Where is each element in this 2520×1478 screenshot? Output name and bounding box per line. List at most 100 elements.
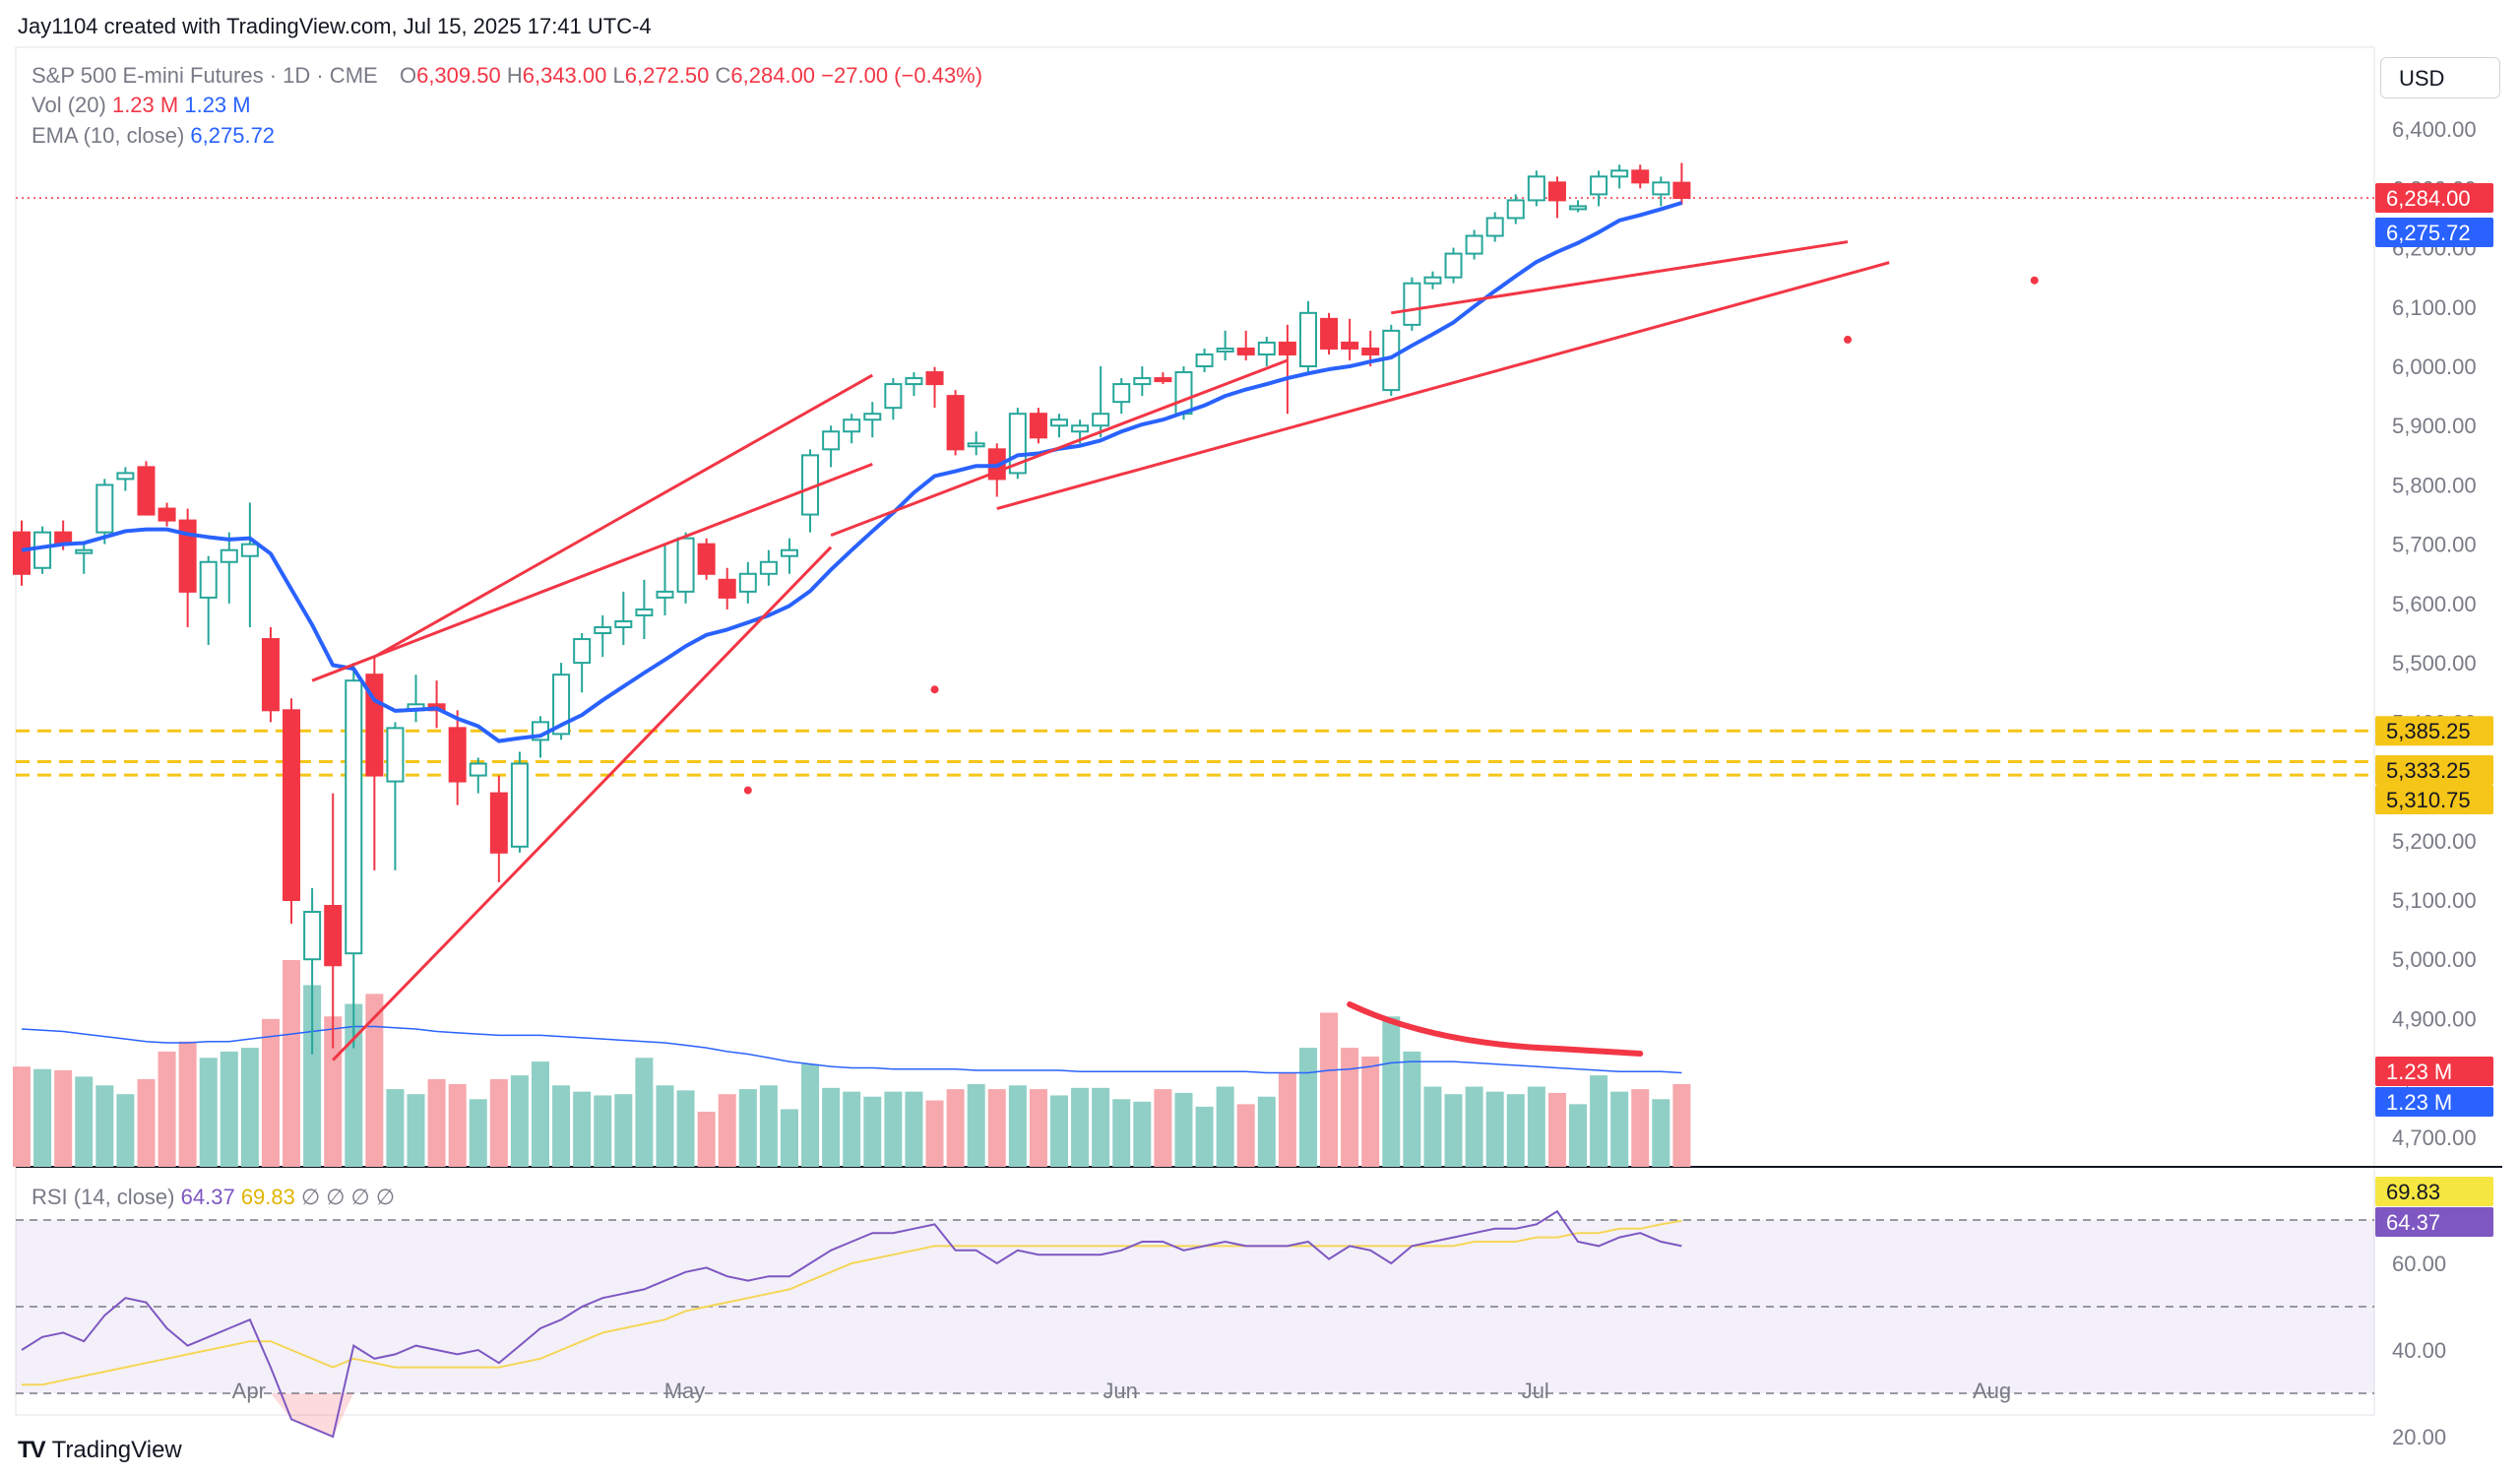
- rsi-line: [21, 1209, 1682, 1439]
- trendline: [332, 546, 833, 1061]
- candle-body: [116, 472, 135, 481]
- candle-body: [1216, 347, 1234, 353]
- candle-body: [1071, 424, 1090, 433]
- symbol-name[interactable]: S&P 500 E-mini Futures · 1D · CME: [32, 63, 378, 88]
- price-axis-tick: 4,700.00: [2392, 1125, 2477, 1150]
- rsi-ma-value: 69.83: [240, 1185, 295, 1209]
- rsi-ma-label: 69.83: [2386, 1180, 2440, 1204]
- price-axis-tick: 5,600.00: [2392, 592, 2477, 616]
- candle-body: [1631, 169, 1650, 184]
- volume-label: Vol (20): [32, 93, 106, 117]
- volume-bar: [33, 1068, 52, 1167]
- trendline: [373, 373, 874, 659]
- volume-bar: [1236, 1104, 1255, 1167]
- volume-bar: [801, 1063, 820, 1167]
- ema-label: EMA (10, close): [32, 123, 185, 148]
- trendline: [830, 358, 1289, 538]
- volume-bar: [1569, 1104, 1587, 1167]
- high-value: 6,343.00: [522, 63, 607, 88]
- volume-bar: [1112, 1099, 1131, 1167]
- candle-body: [469, 762, 487, 777]
- candle-body: [1236, 347, 1255, 355]
- annotation-dot: [930, 685, 939, 694]
- price-label-level: 5,333.25: [2386, 758, 2471, 783]
- change-value: −27.00 (−0.43%): [821, 63, 983, 88]
- candle-body: [967, 442, 985, 448]
- volume-bar: [552, 1085, 571, 1167]
- currency-button[interactable]: USD: [2380, 57, 2500, 98]
- candle-body: [1444, 252, 1463, 279]
- candle-body: [863, 413, 882, 421]
- price-axis-tick: 5,800.00: [2392, 473, 2477, 497]
- candle-body: [946, 395, 965, 451]
- volume-bar: [1029, 1089, 1047, 1167]
- volume-bar: [843, 1091, 861, 1167]
- candle-body: [283, 709, 301, 902]
- price-axis-tick: 5,000.00: [2392, 947, 2477, 972]
- volume-bar: [676, 1090, 695, 1167]
- candle-body: [1341, 341, 1359, 350]
- volume-bar: [967, 1084, 985, 1167]
- volume-bar: [1154, 1089, 1172, 1167]
- candle-body: [594, 625, 612, 635]
- volume-bar: [158, 1051, 176, 1167]
- candle-body: [13, 531, 31, 575]
- candle-body: [1154, 377, 1172, 383]
- candle-body: [1133, 377, 1152, 386]
- candle-body: [843, 418, 861, 433]
- legend-line-volume[interactable]: Vol (20) 1.23 M 1.23 M: [32, 93, 251, 118]
- volume-bar: [1195, 1106, 1214, 1167]
- candle-body: [925, 371, 944, 386]
- price-label-box: [2375, 785, 2493, 814]
- candle-body: [158, 507, 176, 522]
- volume-bar: [1174, 1092, 1193, 1167]
- legend-line-ema[interactable]: EMA (10, close) 6,275.72: [32, 123, 275, 149]
- volume-bar: [1341, 1048, 1359, 1167]
- annotation-dot: [2030, 276, 2039, 285]
- price-label-last: 6,284.00: [2386, 186, 2471, 211]
- candle-body: [345, 679, 363, 955]
- candle-body: [1029, 413, 1047, 439]
- volume-bar: [261, 1018, 280, 1167]
- candle-body: [573, 638, 592, 665]
- rsi-axis-tick: 40.00: [2392, 1338, 2446, 1363]
- volume-bar: [884, 1091, 903, 1167]
- created-by-header: Jay1104 created with TradingView.com, Ju…: [18, 14, 652, 38]
- trendline: [996, 261, 1890, 510]
- volume-bar: [594, 1095, 612, 1167]
- high-label: H: [506, 63, 523, 88]
- candle-body: [656, 590, 674, 599]
- price-label-box: [2375, 716, 2493, 746]
- price-label-box: [2375, 217, 2493, 247]
- candle-body: [365, 674, 384, 777]
- volume-bar: [925, 1100, 944, 1167]
- price-label-level: 5,310.75: [2386, 788, 2471, 812]
- volume-bar: [489, 1078, 508, 1167]
- volume-decline-trendline: [1347, 1001, 1644, 1057]
- open-value: 6,309.50: [416, 63, 501, 88]
- tradingview-brand: TradingView: [51, 1437, 182, 1463]
- volume-bar: [759, 1085, 778, 1167]
- price-axis-tick: 5,700.00: [2392, 533, 2477, 557]
- candle-body: [780, 548, 798, 557]
- candle-body: [33, 531, 52, 569]
- volume-bar: [1631, 1089, 1650, 1167]
- volume-bar: [1610, 1091, 1629, 1167]
- candle-body: [552, 674, 571, 736]
- tradingview-footer[interactable]: TV TradingView: [18, 1433, 182, 1468]
- time-axis-label: Apr: [232, 1379, 266, 1403]
- volume-bar: [1590, 1075, 1608, 1167]
- price-axis-tick: 5,100.00: [2392, 888, 2477, 913]
- time-axis-label: Aug: [1973, 1379, 2011, 1403]
- volume-bar: [365, 994, 384, 1167]
- rsi-ma-line: [22, 1219, 1682, 1386]
- candle-body: [178, 519, 197, 593]
- open-label: O: [399, 63, 417, 88]
- candle-body: [1610, 169, 1629, 178]
- candle-body: [261, 638, 280, 712]
- candle-body: [1257, 341, 1276, 355]
- candle-body: [489, 792, 508, 854]
- volume-bar: [54, 1070, 73, 1167]
- legend-line-rsi[interactable]: RSI (14, close) 64.37 69.83 ∅ ∅ ∅ ∅: [32, 1185, 395, 1210]
